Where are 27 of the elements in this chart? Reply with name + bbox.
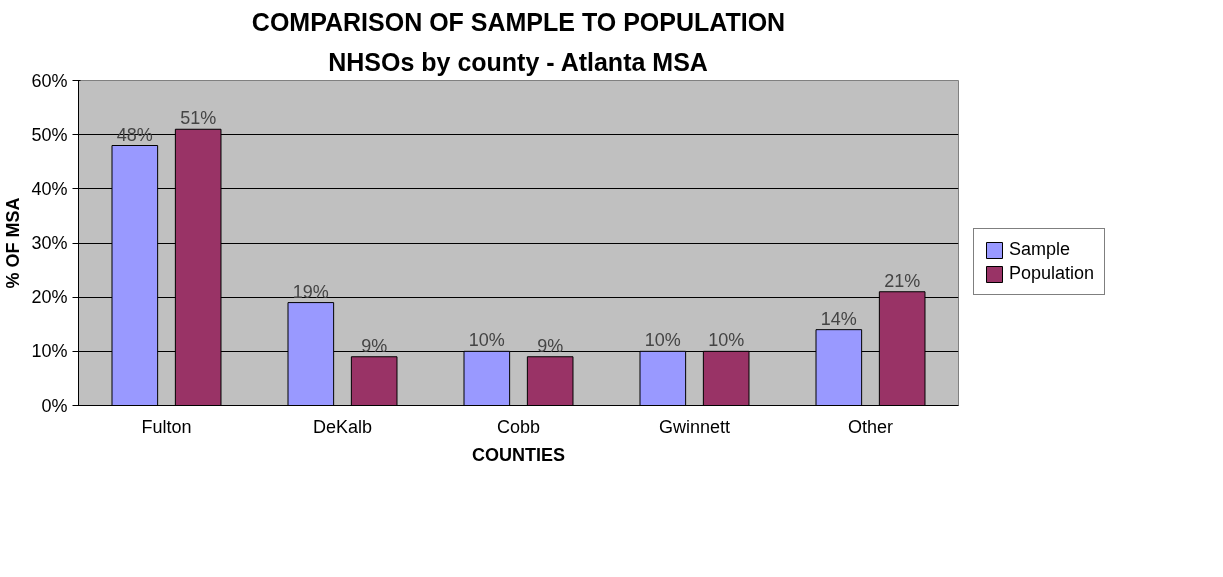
chart-title: COMPARISON OF SAMPLE TO POPULATION [251,7,786,36]
y-tick-label: 0% [41,395,68,416]
x-tick-label: Fulton [141,416,192,437]
legend-label: Sample [1009,239,1071,260]
data-label: 10% [644,330,681,351]
chart-subtitle: NHSOs by county - Atlanta MSA [328,47,708,76]
legend-label: Population [1009,263,1095,284]
y-tick-label: 30% [31,233,68,253]
data-label: 14% [820,308,857,329]
data-label: 9% [537,335,564,356]
data-label: 10% [708,330,745,351]
x-tick-label: Other [847,416,894,437]
data-label: 10% [468,330,505,351]
data-label: 21% [884,270,921,291]
y-tick-label: 20% [31,287,68,308]
data-label: 9% [361,335,388,356]
y-tick-label: 40% [31,178,68,199]
x-tick-label: Gwinnett [658,416,731,437]
data-label: 51% [180,108,217,129]
x-tick-label: DeKalb [312,416,373,437]
y-axis-title: % OF MSA [3,197,24,289]
x-tick-label: Cobb [496,416,541,437]
y-tick-label: 50% [31,124,68,145]
y-tick-label: 10% [31,341,68,362]
data-label: 19% [292,281,329,302]
x-axis-title: COUNTIES [472,444,566,465]
y-tick-label: 60% [31,70,68,91]
